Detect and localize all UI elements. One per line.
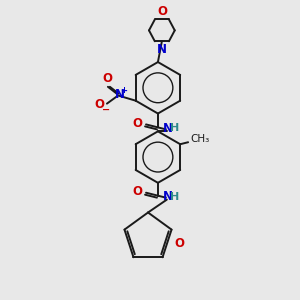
Text: O: O xyxy=(94,98,104,111)
Text: O: O xyxy=(102,72,112,85)
Text: −: − xyxy=(102,105,110,115)
Text: O: O xyxy=(157,5,167,18)
Text: N: N xyxy=(115,88,125,101)
Text: O: O xyxy=(132,185,142,198)
Text: O: O xyxy=(174,237,184,250)
Text: H: H xyxy=(170,123,179,134)
Text: +: + xyxy=(120,86,127,95)
Text: N: N xyxy=(163,122,173,135)
Text: N: N xyxy=(157,43,167,56)
Text: O: O xyxy=(132,117,142,130)
Text: H: H xyxy=(170,192,179,202)
Text: CH₃: CH₃ xyxy=(190,134,209,144)
Text: N: N xyxy=(163,190,173,203)
